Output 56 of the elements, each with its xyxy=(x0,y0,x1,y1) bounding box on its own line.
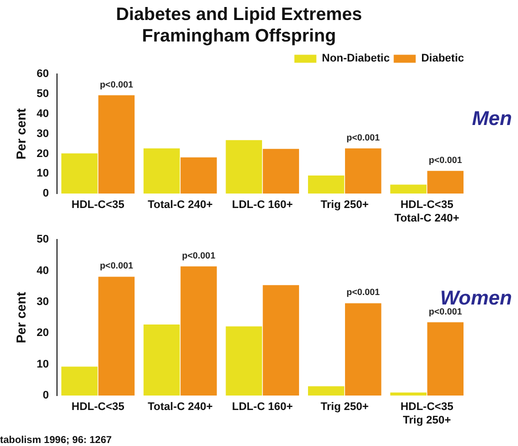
bar xyxy=(180,266,217,396)
bar xyxy=(427,322,464,396)
bar xyxy=(144,148,180,194)
bar xyxy=(308,386,344,396)
y-tick-label: 30 xyxy=(36,128,49,140)
bar xyxy=(390,184,427,194)
y-tick-label: 50 xyxy=(36,234,49,246)
text: Men xyxy=(472,108,512,130)
bar xyxy=(98,276,135,396)
legend-label: Non-Diabetic xyxy=(322,52,390,65)
x-tick-label: HDL-C<35 xyxy=(72,199,124,212)
y-tick-label: 50 xyxy=(36,88,49,100)
x-tick-label: HDL-C<35 Total-C 240+ xyxy=(394,199,460,224)
y-tick-label: 20 xyxy=(36,327,49,340)
bar xyxy=(180,157,217,194)
x-tick-label: LDL-C 160+ xyxy=(232,199,293,212)
chart-title: Diabetes and Lipid Extremes Framingham Offspring xyxy=(116,4,362,46)
y-tick-label: 60 xyxy=(36,68,49,80)
bar xyxy=(61,153,98,194)
x-tick-label: HDL-C<35 xyxy=(72,401,124,414)
bar xyxy=(262,285,300,396)
y-tick-label: 40 xyxy=(36,108,49,120)
bar xyxy=(262,148,300,194)
text: tabolism 1996; 96: 1267 xyxy=(0,434,112,446)
y-tick-label: 10 xyxy=(36,358,49,370)
bar xyxy=(390,392,427,396)
bar xyxy=(427,170,464,194)
y-tick-label: 10 xyxy=(36,168,49,180)
annotation: p<0.001 xyxy=(346,287,380,298)
x-tick-label: Trig 250+ xyxy=(320,199,369,212)
annotation: p<0.001 xyxy=(100,79,134,90)
x-tick-label: Total-C 240+ xyxy=(148,199,213,212)
bar xyxy=(61,366,98,396)
x-tick-label: LDL-C 160+ xyxy=(232,401,293,414)
y-tick-label: 30 xyxy=(36,296,49,308)
x-tick-label: HDL-C<35 Trig 250+ xyxy=(400,401,454,426)
annotation: p<0.001 xyxy=(100,260,134,271)
y-tick-label: 0 xyxy=(42,390,49,402)
bar xyxy=(226,326,262,396)
annotation: p<0.001 xyxy=(182,250,216,260)
bar xyxy=(226,140,262,194)
y-tick-label: 20 xyxy=(36,148,49,160)
x-tick-label: Total-C 240+ xyxy=(148,401,213,414)
annotation: p<0.001 xyxy=(428,154,462,165)
y-tick-label: 0 xyxy=(42,188,49,200)
bar xyxy=(345,148,382,194)
bar xyxy=(98,95,135,194)
bar xyxy=(345,303,382,396)
y-axis-title: Per cent xyxy=(13,108,28,160)
bar xyxy=(144,324,180,396)
legend-label: Diabetic xyxy=(421,52,464,65)
y-axis-title: Per cent xyxy=(13,291,28,344)
y-tick-label: 40 xyxy=(36,264,49,277)
bar xyxy=(308,175,344,194)
annotation: p<0.001 xyxy=(346,132,380,142)
x-tick-label: Trig 250+ xyxy=(320,401,369,414)
